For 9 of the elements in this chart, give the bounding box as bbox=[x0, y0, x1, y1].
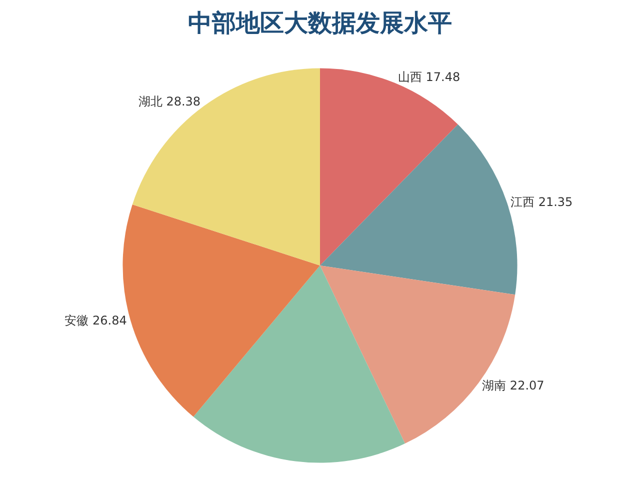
slice-label: 湖南 22.07 bbox=[482, 378, 544, 392]
slice-label: 湖北 28.38 bbox=[138, 94, 201, 108]
pie-slice bbox=[320, 68, 458, 266]
slice-label: 江西 21.35 bbox=[510, 194, 573, 209]
slice-label: 山西 17.48 bbox=[398, 70, 460, 84]
pie-slice bbox=[132, 68, 320, 266]
chart-title: 中部地区大数据发展水平 bbox=[188, 9, 452, 38]
pie-slice bbox=[193, 266, 405, 462]
slice-label: 安徽 26.84 bbox=[64, 314, 127, 328]
